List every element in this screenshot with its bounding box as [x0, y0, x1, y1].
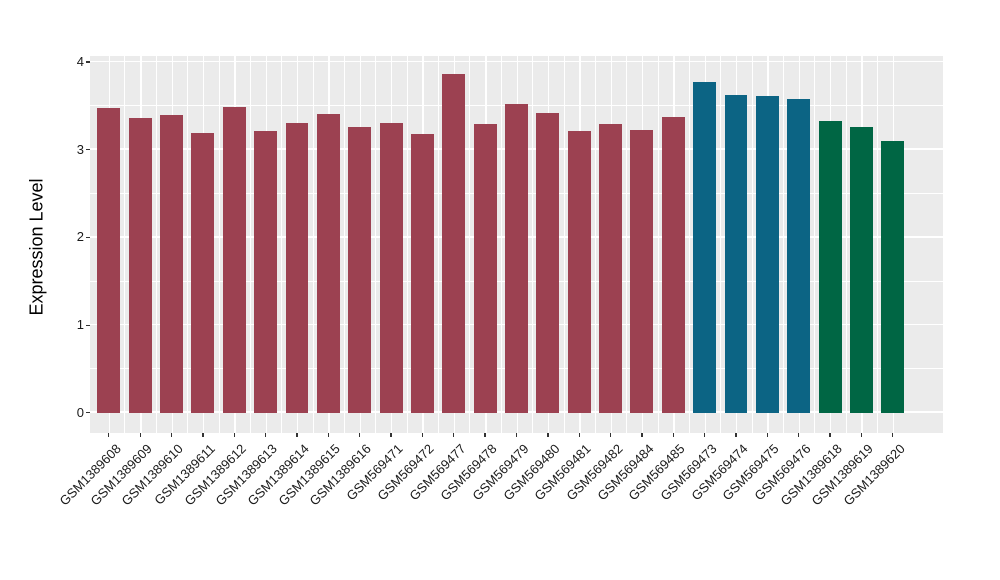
x-tick-mark	[892, 433, 894, 437]
x-gridline-minor	[720, 56, 722, 433]
x-gridline-minor	[124, 56, 126, 433]
bar-GSM1389611	[191, 133, 215, 413]
bar-GSM569484	[630, 129, 654, 413]
x-tick-mark	[170, 433, 173, 437]
x-gridline-minor	[877, 56, 878, 433]
x-gridline-minor	[344, 56, 345, 433]
x-gridline-minor	[375, 56, 377, 433]
x-gridline-minor	[218, 56, 220, 433]
bar-GSM569472	[410, 134, 434, 413]
x-gridline-minor	[500, 56, 502, 433]
x-gridline-minor	[594, 56, 596, 433]
y-axis-title: Expression Level	[26, 178, 47, 316]
x-tick-mark	[264, 433, 267, 437]
bar-GSM569478	[473, 123, 497, 413]
y-tick-label: 3	[76, 141, 84, 157]
y-tick-mark	[85, 412, 90, 414]
y-tick-mark	[85, 324, 90, 326]
x-tick-mark	[139, 433, 141, 437]
bar-GSM1389610	[160, 114, 183, 413]
x-tick-mark	[515, 433, 518, 437]
bar-GSM569473	[693, 82, 717, 413]
x-gridline-minor	[657, 56, 659, 433]
x-gridline-minor	[532, 56, 533, 433]
bar-GSM569471	[379, 122, 403, 413]
bar-GSM569480	[536, 113, 560, 413]
x-gridline-minor	[281, 56, 282, 433]
x-tick-mark	[484, 433, 486, 437]
x-tick-mark	[704, 433, 706, 437]
x-gridline-minor	[688, 56, 690, 433]
x-tick-mark	[860, 433, 863, 437]
bar-GSM1389613	[254, 130, 278, 413]
bar-GSM1389612	[222, 106, 246, 413]
y-tick-mark	[85, 236, 90, 239]
bar-GSM569475	[755, 96, 779, 413]
bar-GSM1389616	[348, 127, 372, 413]
y-tick-mark	[85, 149, 90, 151]
x-gridline-minor	[249, 56, 251, 433]
x-gridline-minor	[155, 56, 157, 433]
x-tick-mark	[578, 433, 580, 437]
x-tick-mark	[421, 433, 424, 437]
x-tick-mark	[766, 433, 769, 437]
x-gridline-minor	[469, 56, 471, 433]
x-gridline-minor	[783, 56, 784, 433]
x-tick-mark	[296, 433, 298, 437]
bar-GSM1389614	[285, 122, 309, 413]
x-tick-mark	[327, 433, 329, 437]
y-tick-label: 4	[76, 54, 84, 70]
x-tick-mark	[798, 433, 800, 437]
bar-GSM569485	[661, 117, 685, 413]
x-tick-mark	[108, 433, 110, 437]
x-tick-mark	[547, 433, 549, 437]
bar-GSM1389615	[316, 113, 340, 413]
bar-GSM1389618	[818, 120, 842, 413]
x-gridline-minor	[312, 56, 314, 433]
x-gridline-minor	[406, 56, 408, 433]
x-tick-mark	[390, 433, 392, 437]
y-tick-label: 0	[76, 404, 84, 420]
x-tick-mark	[202, 433, 204, 437]
x-tick-mark	[359, 433, 361, 437]
plot-panel	[90, 56, 943, 433]
bar-GSM1389620	[881, 141, 905, 413]
x-gridline-minor	[563, 56, 565, 433]
x-tick-mark	[735, 433, 737, 437]
x-gridline-minor	[626, 56, 627, 433]
bar-GSM569474	[724, 94, 748, 413]
bar-GSM1389609	[128, 118, 152, 413]
y-tick-label: 2	[76, 229, 84, 245]
bar-GSM1389608	[97, 107, 121, 413]
x-gridline-minor	[814, 56, 816, 433]
x-tick-mark	[829, 433, 831, 437]
x-gridline-minor	[187, 56, 188, 433]
x-tick-mark	[453, 433, 455, 437]
x-tick-mark	[641, 433, 643, 437]
x-tick-mark	[609, 433, 612, 437]
y-tick-mark	[85, 61, 90, 63]
bar-GSM569477	[442, 74, 466, 413]
x-gridline-minor	[751, 56, 753, 433]
x-tick-mark	[672, 433, 674, 437]
x-gridline-minor	[438, 56, 439, 433]
bar-GSM1389619	[850, 127, 873, 413]
bar-GSM569481	[567, 130, 591, 413]
bar-GSM569479	[505, 104, 528, 413]
x-gridline-minor	[845, 56, 847, 433]
bar-GSM569482	[599, 124, 623, 413]
x-tick-mark	[233, 433, 235, 437]
y-tick-label: 1	[76, 317, 84, 333]
bar-GSM569476	[787, 98, 811, 413]
